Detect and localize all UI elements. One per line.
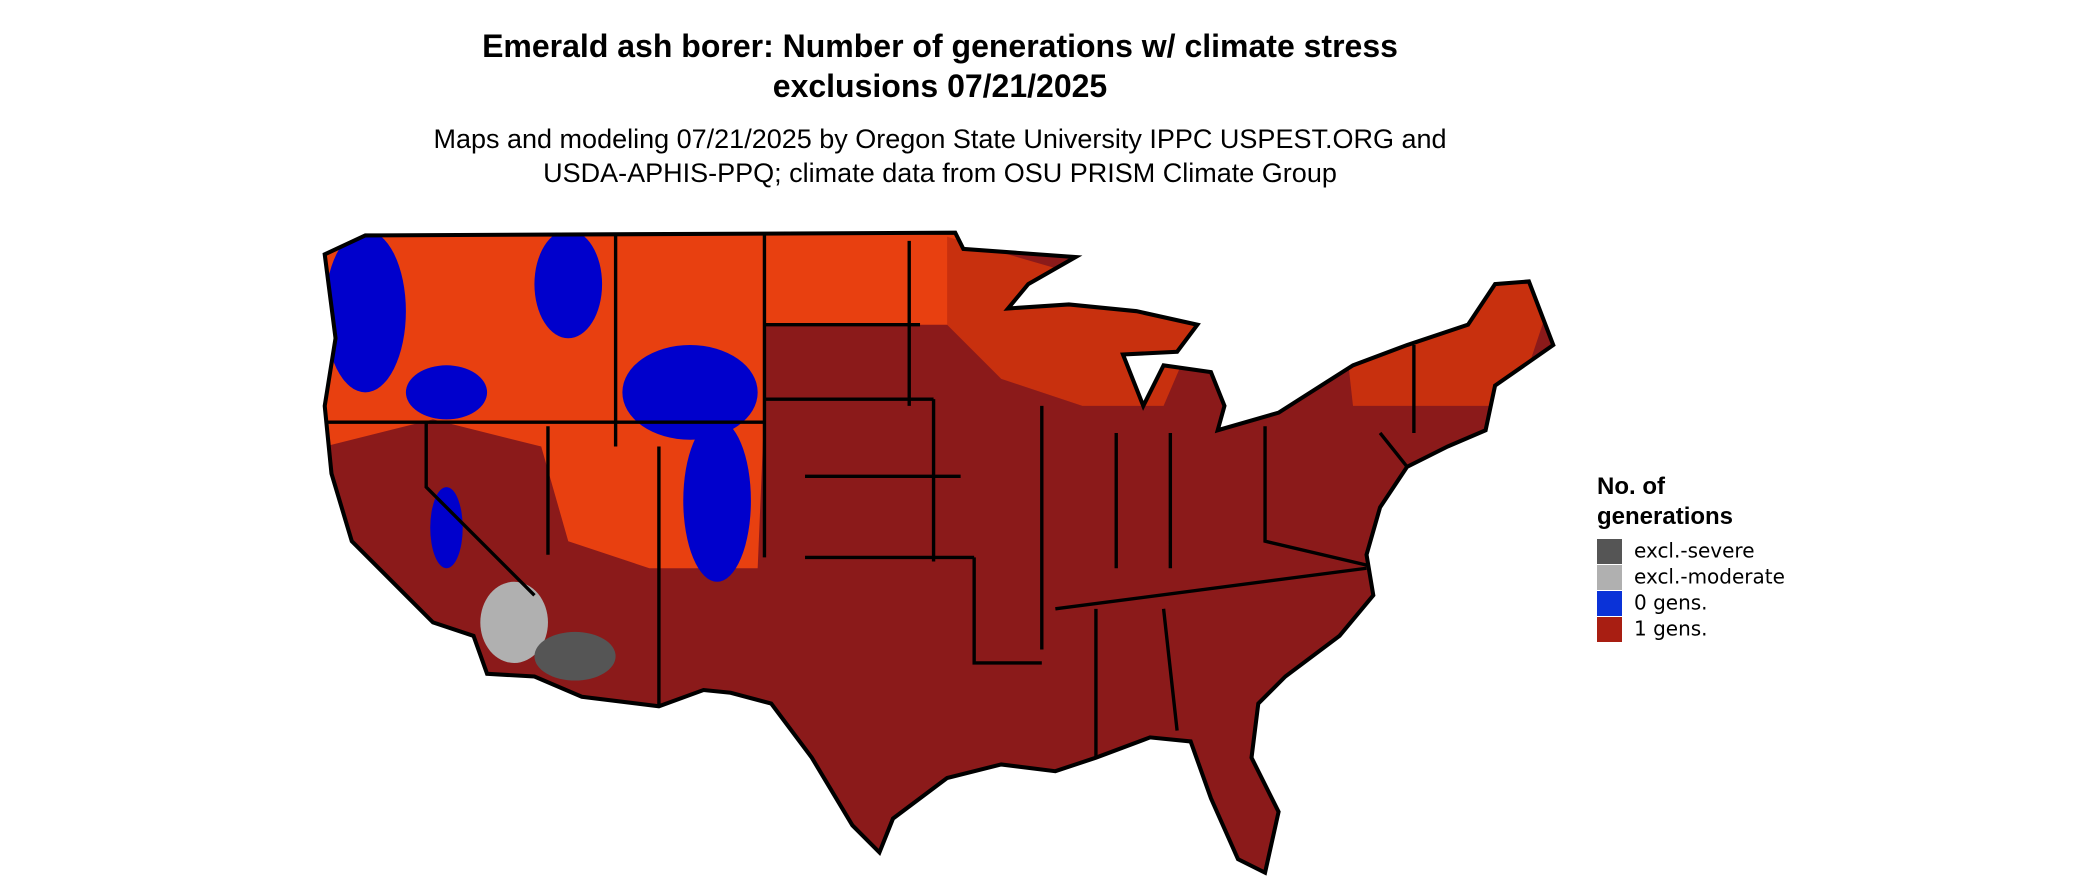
legend-label: excl.-moderate <box>1634 565 1785 589</box>
title-line: exclusions 07/21/2025 <box>773 68 1107 104</box>
legend-label: 1 gens. <box>1634 617 1708 641</box>
legend-swatch <box>1597 591 1622 616</box>
legend-label: excl.-severe <box>1634 539 1755 563</box>
title-line: Emerald ash borer: Number of generations… <box>482 28 1398 64</box>
legend-swatch <box>1597 565 1622 590</box>
subtitle-line: USDA-APHIS-PPQ; climate data from OSU PR… <box>543 158 1337 188</box>
legend-title: No. of <box>1597 473 1666 500</box>
legend-label: 0 gens. <box>1634 591 1708 615</box>
legend-swatch <box>1597 539 1622 564</box>
subtitle-line: Maps and modeling 07/21/2025 by Oregon S… <box>433 124 1446 154</box>
legend-swatch <box>1597 617 1622 642</box>
legend-title: generations <box>1597 503 1733 530</box>
map <box>325 230 1556 873</box>
